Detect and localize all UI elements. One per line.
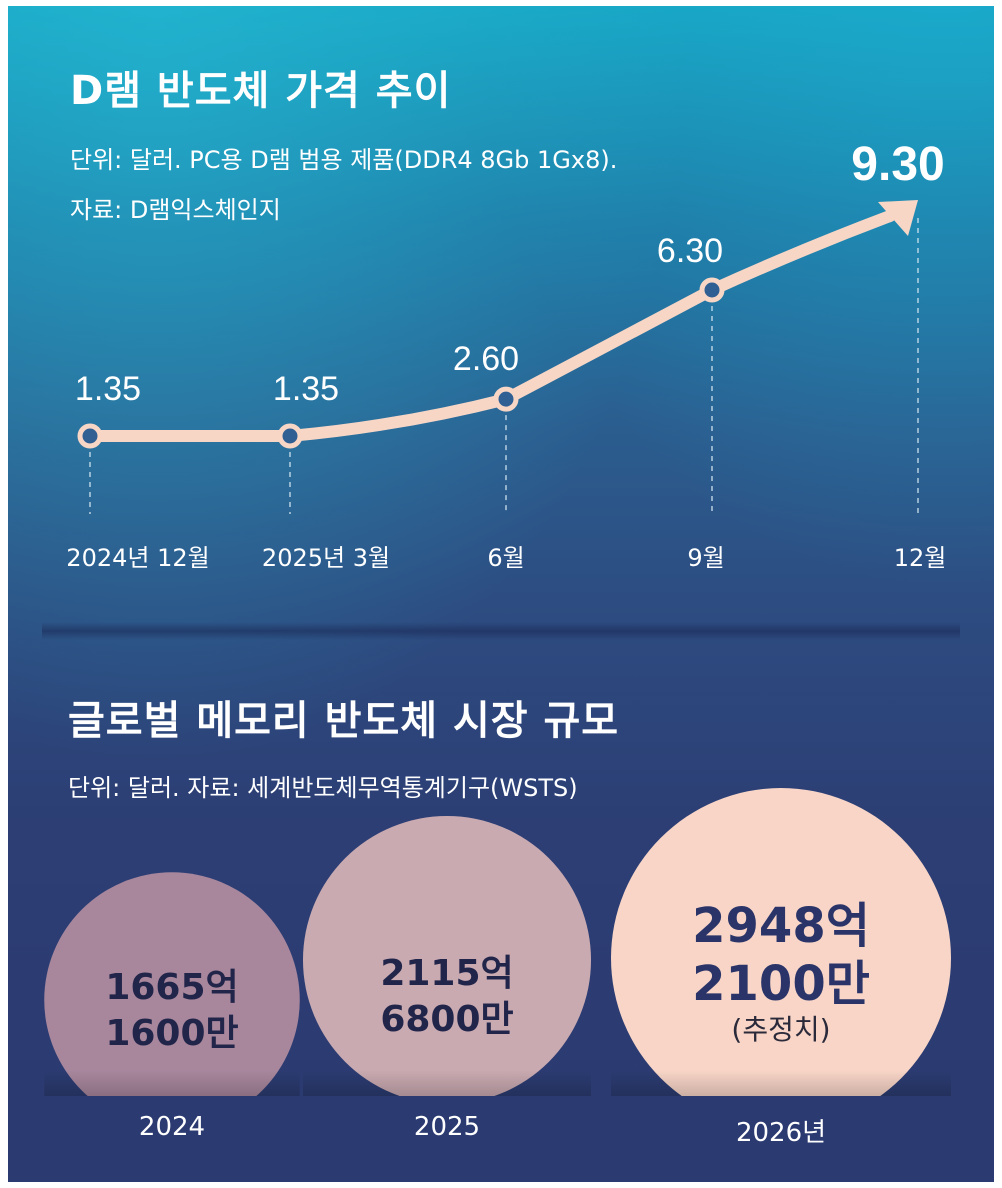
x-tick-label-1: 2024년 12월: [66, 544, 209, 572]
market-bubble-2024: [44, 872, 300, 1096]
x-tick-label-2: 2025년 3월: [262, 544, 390, 572]
price-value-label-5: 9.30: [851, 138, 944, 191]
price-value-label-4: 6.30: [657, 232, 723, 270]
bubble-value-2-line-1: 2115억: [380, 953, 514, 994]
bubble-value-2-line-2: 6800만: [380, 999, 514, 1040]
section-divider: [42, 622, 960, 640]
price-point-1: [77, 423, 103, 449]
year-label-2: 2025: [413, 1112, 481, 1142]
bubble-value-1-line-1: 1665억: [105, 967, 239, 1008]
x-tick-label-3: 6월: [487, 544, 524, 572]
bubble-value-1-line-2: 1600만: [105, 1013, 239, 1054]
price-value-label-3: 2.60: [453, 340, 519, 378]
market-bubble-2026년: [611, 788, 951, 1096]
price-chart-source: 자료: D램익스체인지: [70, 196, 281, 224]
bubble-shade-3: [611, 1070, 951, 1096]
market-bubble-2025: [303, 816, 591, 1096]
bubble-value-3-line-2: 2100만: [692, 956, 870, 1012]
price-point-4: [699, 277, 725, 303]
price-value-label-2: 1.35: [273, 370, 339, 408]
dram-price-line-chart: 1.35 1.35 2.60 6.30 9.30 2024년 12월 2025년 3월 6월 9…: [66, 138, 947, 572]
market-chart-subtitle: 단위: 달러. 자료: 세계반도체무역통계기구(WSTS): [68, 774, 578, 802]
year-label-1: 2024: [138, 1112, 206, 1142]
bubble-shade-2: [302, 1070, 592, 1096]
price-value-label-1: 1.35: [75, 370, 141, 408]
price-chart-title: D램 반도체 가격 추이: [70, 68, 452, 114]
price-chart-subtitle: 단위: 달러. PC용 D램 범용 제품(DDR4 8Gb 1Gx8).: [70, 146, 618, 174]
x-tick-label-4: 9월: [687, 544, 724, 572]
bubble-note-3: (추정치): [731, 1013, 831, 1046]
price-arrow-head: [878, 200, 918, 236]
price-point-3: [493, 386, 519, 412]
year-label-3: 2026년: [735, 1118, 827, 1148]
bubble-shade-1: [44, 1070, 300, 1096]
x-tick-label-5: 12월: [894, 544, 947, 572]
market-chart-title: 글로벌 메모리 반도체 시장 규모: [68, 698, 620, 744]
price-point-2: [277, 423, 303, 449]
bubble-value-3-line-1: 2948억: [692, 898, 870, 954]
